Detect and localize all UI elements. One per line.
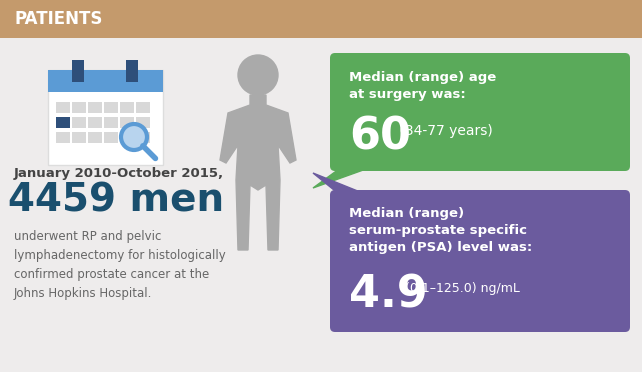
FancyBboxPatch shape bbox=[56, 132, 70, 143]
Text: (34-77 years): (34-77 years) bbox=[395, 124, 493, 138]
FancyBboxPatch shape bbox=[56, 102, 70, 113]
Polygon shape bbox=[313, 161, 380, 188]
Polygon shape bbox=[220, 95, 296, 250]
Text: underwent RP and pelvic
lymphadenectomy for histologically
confirmed prostate ca: underwent RP and pelvic lymphadenectomy … bbox=[14, 230, 226, 300]
FancyBboxPatch shape bbox=[120, 102, 134, 113]
FancyBboxPatch shape bbox=[330, 190, 630, 332]
Text: 60: 60 bbox=[349, 116, 411, 159]
FancyBboxPatch shape bbox=[72, 102, 86, 113]
FancyBboxPatch shape bbox=[104, 102, 118, 113]
FancyBboxPatch shape bbox=[104, 117, 118, 128]
FancyBboxPatch shape bbox=[72, 117, 86, 128]
FancyBboxPatch shape bbox=[56, 117, 70, 128]
FancyBboxPatch shape bbox=[104, 132, 118, 143]
Text: 4.9: 4.9 bbox=[349, 273, 428, 316]
Text: Median (range) age
at surgery was:: Median (range) age at surgery was: bbox=[349, 71, 496, 101]
Text: January 2010-October 2015,: January 2010-October 2015, bbox=[14, 167, 224, 180]
Text: 4459 men: 4459 men bbox=[8, 182, 224, 220]
FancyBboxPatch shape bbox=[0, 0, 642, 38]
Circle shape bbox=[121, 124, 147, 150]
Text: (0.1–125.0) ng/mL: (0.1–125.0) ng/mL bbox=[401, 282, 520, 295]
FancyBboxPatch shape bbox=[136, 102, 150, 113]
FancyBboxPatch shape bbox=[136, 132, 150, 143]
Polygon shape bbox=[313, 173, 380, 203]
FancyBboxPatch shape bbox=[72, 60, 84, 82]
FancyBboxPatch shape bbox=[48, 70, 163, 92]
FancyBboxPatch shape bbox=[48, 70, 163, 165]
FancyBboxPatch shape bbox=[126, 60, 138, 82]
FancyBboxPatch shape bbox=[88, 132, 102, 143]
FancyBboxPatch shape bbox=[136, 117, 150, 128]
Text: Median (range)
serum-prostate specific
antigen (PSA) level was:: Median (range) serum-prostate specific a… bbox=[349, 207, 532, 254]
Circle shape bbox=[238, 55, 278, 95]
FancyBboxPatch shape bbox=[120, 132, 134, 143]
FancyBboxPatch shape bbox=[72, 132, 86, 143]
FancyBboxPatch shape bbox=[120, 117, 134, 128]
FancyBboxPatch shape bbox=[88, 117, 102, 128]
Text: PATIENTS: PATIENTS bbox=[14, 10, 102, 28]
FancyBboxPatch shape bbox=[88, 102, 102, 113]
FancyBboxPatch shape bbox=[330, 53, 630, 171]
